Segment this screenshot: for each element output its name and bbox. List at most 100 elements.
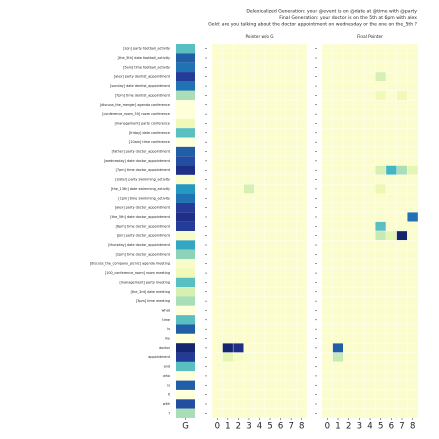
- heat-cell: [332, 296, 344, 306]
- heat-cell: [275, 286, 287, 297]
- heat-cell: [396, 109, 408, 119]
- heat-cell: [296, 146, 308, 157]
- heat-cell: [285, 156, 297, 166]
- heat-cell: [254, 184, 265, 194]
- heat-cell: [285, 137, 297, 148]
- heat-cell: [232, 258, 244, 269]
- heat-cell: [385, 184, 397, 194]
- heat-cell: [176, 268, 195, 278]
- heat-cell: [243, 296, 255, 306]
- heat-cell: [275, 324, 287, 335]
- heat-cell: [296, 184, 308, 194]
- heat-cell: [343, 343, 355, 353]
- heat-cell: [364, 389, 376, 400]
- heat-cell: [296, 249, 308, 260]
- heat-cell: [243, 193, 255, 204]
- heat-cell: [321, 343, 333, 353]
- heat-cell: [222, 193, 234, 204]
- heat-cell: [264, 408, 276, 419]
- heat-cell: [285, 286, 297, 297]
- row-label: [management] party meeting: [119, 280, 170, 284]
- heat-cell: [296, 296, 308, 306]
- heat-cell: [275, 296, 287, 306]
- heat-cell: [375, 258, 387, 269]
- x-tick-label: 7: [399, 422, 404, 432]
- heat-cell: [275, 343, 287, 353]
- heat-cell: [222, 324, 234, 335]
- heat-cell: [343, 81, 355, 91]
- heat-cell: [375, 127, 387, 138]
- heat-cell: [364, 174, 376, 185]
- heat-cell: [321, 296, 333, 306]
- heat-cell: [243, 90, 255, 101]
- heat-cell: [407, 371, 419, 381]
- heat-cell: [353, 286, 365, 297]
- heat-cell: [375, 249, 387, 260]
- row-label: and: [164, 365, 170, 369]
- heat-cell: [407, 408, 419, 419]
- heat-cell: [396, 184, 408, 194]
- heat-cell: [375, 314, 387, 325]
- heat-cell: [321, 240, 333, 250]
- heat-cell: [407, 156, 419, 166]
- heat-cell: [332, 90, 344, 101]
- heat-cell: [332, 343, 344, 353]
- heat-cell: [321, 99, 333, 110]
- heat-cell: [353, 389, 365, 400]
- heat-cell: [211, 62, 223, 73]
- heat-cell: [176, 371, 195, 381]
- heat-cell: [243, 240, 255, 250]
- heat-cell: [264, 249, 276, 260]
- heat-cell: [211, 240, 223, 250]
- heat-cell: [364, 371, 376, 381]
- heat-cell: [222, 240, 234, 250]
- heat-cell: [353, 127, 365, 138]
- heat-cell: [385, 389, 397, 400]
- heat-cell: [243, 99, 255, 110]
- heat-cell: [211, 137, 223, 148]
- heat-cell: [211, 249, 223, 260]
- heat-cell: [222, 314, 234, 325]
- row-label: [friday] date conference: [129, 131, 170, 135]
- heat-cell: [332, 202, 344, 213]
- heat-cell: [321, 71, 333, 82]
- heat-cell: [254, 146, 265, 157]
- heat-cell: [222, 53, 234, 63]
- heat-cell: [211, 174, 223, 185]
- heat-cell: [176, 146, 195, 157]
- heat-cell: [343, 371, 355, 381]
- heat-cell: [176, 259, 195, 269]
- heat-cell: [275, 277, 287, 288]
- heat-cell: [343, 212, 355, 222]
- heat-cell: [222, 202, 234, 213]
- heat-cell: [407, 127, 419, 138]
- heat-cell: [222, 146, 234, 157]
- heat-cell: [332, 389, 344, 400]
- heat-cell: [321, 314, 333, 325]
- heat-cell: [364, 127, 376, 138]
- row-label: [100_conference_room] room meeting: [105, 271, 170, 275]
- heat-cell: [353, 305, 365, 316]
- heat-cell: [285, 296, 297, 306]
- heat-cell: [407, 71, 419, 82]
- heat-cell: [296, 212, 308, 222]
- heat-cell: [353, 146, 365, 157]
- heat-cell: [321, 408, 333, 419]
- heat-cell: [407, 202, 419, 213]
- heat-cell: [396, 212, 408, 222]
- heat-cell: [375, 343, 387, 353]
- heat-cell: [407, 99, 419, 110]
- heat-cell: [275, 221, 287, 232]
- heat-cell: [275, 240, 287, 250]
- heat-cell: [211, 53, 223, 63]
- heat-cell: [385, 53, 397, 63]
- heat-cell: [407, 221, 419, 232]
- heat-cell: [222, 184, 234, 194]
- heat-cell: [264, 90, 276, 101]
- heat-cell: [385, 127, 397, 138]
- row-label: appointment: [148, 355, 170, 359]
- heat-cell: [321, 202, 333, 213]
- heat-cell: [264, 352, 276, 363]
- heat-cell: [396, 314, 408, 325]
